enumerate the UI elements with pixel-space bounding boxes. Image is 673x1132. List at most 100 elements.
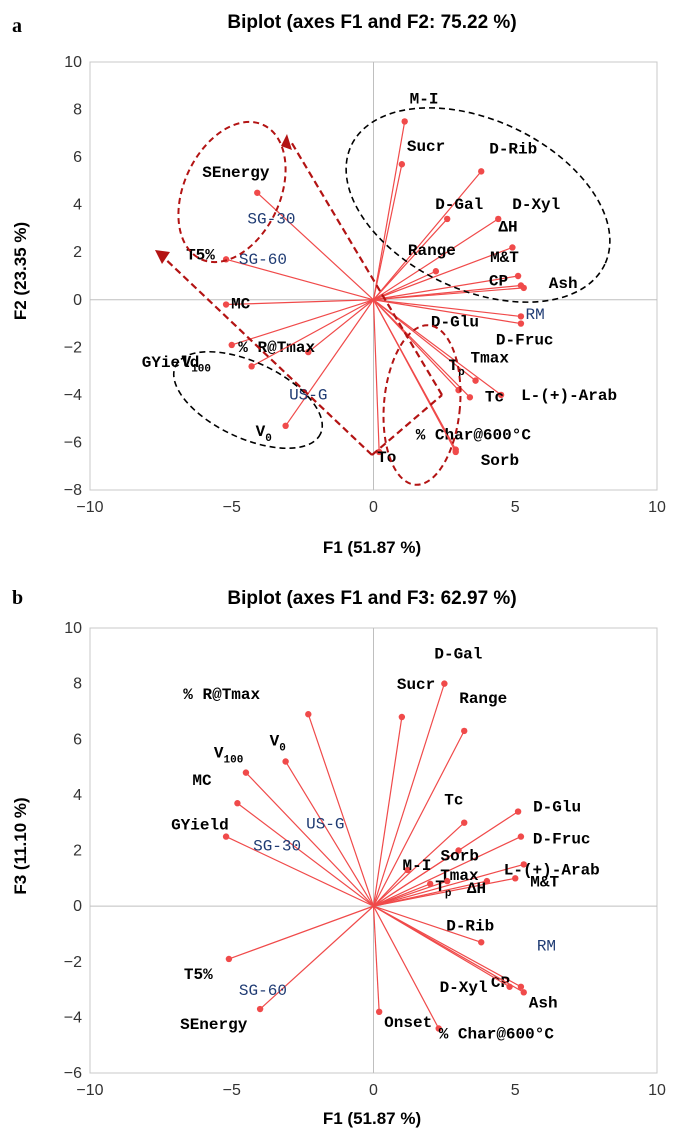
loading-vector-d-xyl — [373, 905, 510, 988]
observation-label-sg-30: SG-30 — [247, 211, 295, 229]
trend-arrow-right — [371, 394, 443, 456]
observation-label-rm: RM — [525, 306, 544, 324]
loading-point-m-t — [514, 272, 522, 280]
plot-area-b: −10 −5 0 5 10 −6 −4 −2 0 2 4 6 8 10 D-Gal Sucr Range D-Gl… — [64, 620, 666, 1099]
loading-vector-v100 — [245, 772, 374, 907]
variable-label-r-tmax: % R@Tmax — [183, 686, 260, 704]
x-tick-label: 10 — [648, 499, 666, 516]
variable-label-sucr: Sucr — [407, 138, 445, 156]
x-tick-label: 5 — [511, 499, 520, 516]
observation-label-sg-60: SG-60 — [239, 251, 287, 269]
variable-label-char-600-c: % Char@600°C — [439, 1026, 555, 1044]
variable-label-v100: V100 — [214, 745, 243, 767]
observation-label-sg-30: SG-30 — [253, 838, 301, 856]
loading-point-onset — [375, 1008, 383, 1016]
loading-vector-d-fruc — [373, 299, 522, 325]
loading-vector-r-tmax — [307, 714, 375, 907]
x-tick-label: 0 — [369, 499, 378, 516]
loading-vector-mc — [226, 299, 374, 306]
y-tick-label: 0 — [73, 292, 82, 309]
loading-point-d-fruc — [517, 320, 525, 327]
loading-point-v100 — [242, 769, 250, 776]
loading-point-l-arab — [497, 391, 505, 399]
x-tick-label: 5 — [511, 1082, 520, 1099]
loading-vector-gyield — [231, 299, 374, 346]
loading-point-range — [461, 727, 468, 735]
biplot-panel-a: a Biplot (axes F1 and F2: 75.22 %) F1 (5… — [11, 12, 666, 557]
chart-title-b: Biplot (axes F1 and F3: 62.97 %) — [227, 588, 516, 609]
y-tick-label: −6 — [64, 1065, 82, 1082]
variable-label-m-i: M-I — [410, 90, 439, 108]
variable-label-sorb: Sorb — [441, 848, 479, 866]
loading-vector-t5 — [228, 905, 374, 960]
trend-arrow-up — [289, 139, 443, 396]
variable-label-t5: T5% — [184, 966, 213, 984]
y-tick-label: −4 — [64, 387, 82, 404]
loading-point-h — [483, 877, 491, 885]
loading-point-tmax — [472, 377, 479, 384]
variable-label-t5: T5% — [186, 246, 215, 264]
y-tick-label: −6 — [64, 434, 82, 451]
loading-point-d-xyl — [495, 215, 502, 223]
arrow-head-left — [155, 250, 170, 264]
observation-label-rm: RM — [537, 938, 556, 956]
loading-point-senergy — [256, 1005, 264, 1013]
variable-label-tmax: Tmax — [471, 350, 510, 368]
variable-label-v100: V100 — [182, 353, 211, 375]
variable-label-l-arab: L-(+)-Arab — [504, 861, 600, 879]
variable-label-m-t: M&T — [530, 873, 559, 891]
loading-point-m-t — [512, 875, 519, 882]
loading-vector-mc — [237, 802, 374, 907]
variable-label-to: To — [377, 449, 396, 467]
loading-point-ash — [520, 284, 527, 292]
loading-vector-ash — [373, 287, 524, 301]
loading-vector-d-fruc — [373, 836, 522, 907]
x-tick-label: −10 — [76, 1082, 103, 1099]
variable-label-d-glu: D-Glu — [431, 313, 479, 331]
loading-point-r-tmax — [305, 348, 312, 356]
loading-point-tc — [461, 819, 468, 826]
observation-label-us-g: US-G — [289, 387, 327, 405]
loading-point-d-glu — [514, 808, 522, 815]
loading-vector-sorb — [372, 299, 457, 453]
loading-vector-m-t — [373, 275, 519, 301]
variable-label-r-tmax: % R@Tmax — [238, 339, 315, 357]
loading-point-t5 — [225, 955, 233, 963]
loading-point-r-tmax — [305, 711, 312, 718]
loading-point-h — [509, 244, 516, 251]
y-axis-label-a: F2 (23.35 %) — [11, 222, 30, 320]
loading-vector-d-gal — [373, 218, 448, 301]
loading-point-to — [375, 448, 383, 456]
variable-label-d-gal: D-Gal — [434, 646, 482, 664]
loading-point-sorb — [452, 448, 459, 456]
loading-point-d-rib — [478, 939, 485, 946]
x-axis-label-a: F1 (51.87 %) — [323, 538, 421, 557]
variable-label-gyield: GYield — [171, 817, 229, 835]
variable-label-mc: MC — [192, 772, 212, 790]
loading-vector-sucr — [372, 164, 403, 300]
variable-label-senergy: SEnergy — [202, 164, 270, 182]
y-tick-label: −4 — [64, 1009, 82, 1026]
loading-vector-tc — [373, 822, 465, 907]
loading-vector-to — [372, 299, 380, 452]
loading-vector-t5 — [225, 258, 374, 301]
variable-label-mc: MC — [231, 296, 251, 314]
loading-vector-tc — [373, 299, 471, 398]
x-axis-label-b: F1 (51.87 %) — [323, 1109, 421, 1128]
loading-point-d-rib — [478, 168, 485, 175]
y-tick-label: 6 — [73, 731, 82, 748]
loading-point-gyield — [222, 833, 230, 840]
group-ellipse-lower-left — [172, 350, 324, 450]
y-tick-label: 2 — [73, 244, 82, 261]
loading-vector-tp — [373, 880, 448, 907]
loading-vector-range — [373, 270, 437, 301]
observation-label-us-g: US-G — [306, 815, 344, 833]
variable-label-h: ΔH — [498, 218, 517, 236]
variable-label-tc: Tc — [485, 388, 504, 406]
variable-label-cp: CP — [489, 273, 508, 291]
variable-label-tp: Tp — [449, 357, 466, 379]
variable-label-d-fruc: D-Fruc — [496, 332, 554, 350]
loading-vector-r-tmax — [307, 299, 374, 353]
variable-label-d-rib: D-Rib — [446, 917, 494, 935]
plot-area-a: −10 −5 0 5 10 −8 −6 −4 −2 0 2 4 6 8 10 M-I Sucr D-Rib D-Ga… — [64, 54, 666, 516]
